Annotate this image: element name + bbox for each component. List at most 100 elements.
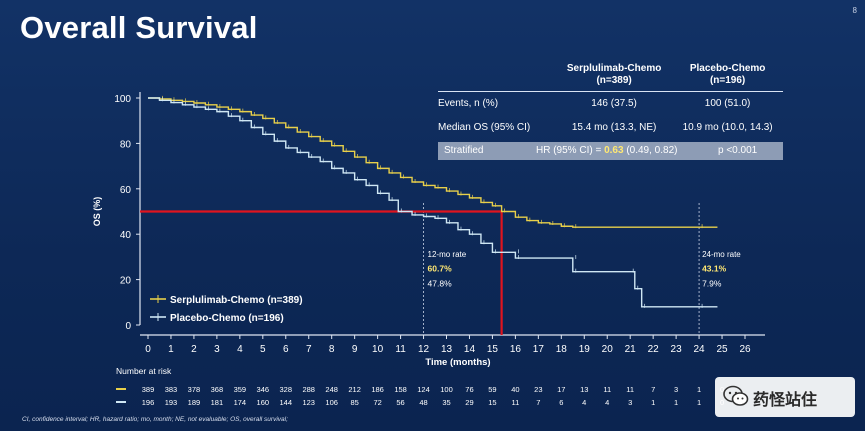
stats-table-container: Serplulimab-Chemo (n=389) Placebo-Chemo … [438, 63, 783, 160]
risk-count-placebo: 4 [605, 398, 609, 407]
x-tick-label: 4 [237, 344, 243, 355]
risk-count-placebo: 4 [582, 398, 586, 407]
risk-count-serplulimab: 59 [488, 385, 496, 394]
x-tick-label: 16 [510, 344, 522, 355]
risk-count-serplulimab: 328 [280, 385, 293, 394]
y-tick-label: 20 [120, 276, 132, 287]
survival-curves [148, 95, 718, 308]
risk-count-placebo: 174 [234, 398, 247, 407]
risk-count-serplulimab: 23 [534, 385, 542, 394]
table-row: Events, n (%) 146 (37.5) 100 (51.0) [438, 92, 783, 117]
risk-count-serplulimab: 383 [165, 385, 178, 394]
risk-count-placebo: 160 [257, 398, 270, 407]
risk-count-placebo: 106 [325, 398, 338, 407]
hr-prefix: HR (95% CI) = [536, 145, 605, 156]
p-value: p <0.001 [718, 145, 758, 156]
risk-count-placebo: 1 [697, 398, 701, 407]
x-tick-label: 20 [602, 344, 614, 355]
y-tick-label: 60 [120, 185, 132, 196]
risk-count-placebo: 193 [165, 398, 178, 407]
x-tick-label: 11 [395, 344, 406, 355]
page-number: 8 [852, 6, 857, 15]
hr-ci: (0.49, 0.82) [623, 145, 678, 156]
legend-label: Serplulimab-Chemo (n=389) [170, 295, 303, 306]
hr-value: 0.63 [604, 145, 624, 156]
risk-count-serplulimab: 288 [302, 385, 315, 394]
y-tick-label: 80 [120, 139, 132, 150]
risk-count-placebo: 11 [511, 398, 519, 407]
risk-count-placebo: 3 [628, 398, 632, 407]
x-tick-label: 1 [168, 344, 174, 355]
risk-count-serplulimab: 124 [417, 385, 430, 394]
risk-count-placebo: 144 [280, 398, 293, 407]
x-tick-label: 25 [716, 344, 728, 355]
row-label: Events, n (%) [438, 98, 499, 109]
x-tick-label: 9 [352, 344, 358, 355]
risk-count-placebo: 123 [302, 398, 315, 407]
reference-lines [140, 203, 700, 335]
table-row: Median OS (95% CI) 15.4 mo (13.3, NE) 10… [438, 116, 783, 140]
x-tick-label: 24 [694, 344, 706, 355]
stratified-hr-bar: Stratified HR (95% CI) = 0.63 (0.49, 0.8… [438, 142, 783, 160]
risk-count-serplulimab: 158 [394, 385, 407, 394]
x-tick-label: 23 [671, 344, 683, 355]
y-axis-label: OS (%) [92, 197, 102, 227]
x-tick-label: 17 [533, 344, 545, 355]
wechat-watermark: 药怪站住 [715, 377, 855, 417]
risk-count-placebo: 7 [536, 398, 540, 407]
risk-count-placebo: 6 [559, 398, 563, 407]
risk-count-placebo: 48 [419, 398, 427, 407]
risk-count-serplulimab: 13 [580, 385, 588, 394]
risk-count-placebo: 85 [350, 398, 358, 407]
watermark-text: 药怪站住 [753, 392, 818, 409]
risk-count-serplulimab: 248 [325, 385, 338, 394]
x-tick-label: 6 [283, 344, 289, 355]
risk-count-placebo: 181 [211, 398, 224, 407]
annotation-24mo-serplulimab: 43.1% [702, 264, 727, 274]
legend-label: Placebo-Chemo (n=196) [170, 313, 284, 324]
risk-count-serplulimab: 378 [188, 385, 201, 394]
x-tick-label: 14 [464, 344, 476, 355]
x-tick-label: 26 [739, 344, 751, 355]
cell-serplulimab: 146 (37.5) [591, 98, 637, 109]
risk-count-serplulimab: 11 [626, 385, 634, 394]
stratified-label: Stratified [444, 145, 484, 156]
annotation-12mo-placebo: 47.8% [428, 278, 453, 288]
risk-count-placebo: 29 [465, 398, 473, 407]
risk-count-serplulimab: 1 [697, 385, 701, 394]
x-tick-label: 21 [625, 344, 637, 355]
risk-count-serplulimab: 76 [465, 385, 473, 394]
x-tick-label: 8 [329, 344, 335, 355]
x-tick-label: 0 [145, 344, 151, 355]
chart-labels: 12-mo rate 60.7% 47.8% 24-mo rate 43.1% 7.9% [428, 250, 742, 289]
y-tick-label: 40 [120, 230, 132, 241]
risk-count-serplulimab: 17 [557, 385, 565, 394]
col-header-placebo: Placebo-Chemo (n=196) [672, 63, 783, 92]
stats-table: Serplulimab-Chemo (n=389) Placebo-Chemo … [438, 63, 783, 140]
y-tick-label: 100 [114, 94, 131, 105]
risk-count-serplulimab: 389 [142, 385, 155, 394]
x-tick-label: 13 [441, 344, 453, 355]
x-tick-label: 7 [306, 344, 312, 355]
risk-count-serplulimab: 359 [234, 385, 247, 394]
risk-count-serplulimab: 186 [371, 385, 384, 394]
risk-count-placebo: 15 [488, 398, 496, 407]
x-tick-label: 19 [579, 344, 591, 355]
risk-count-serplulimab: 11 [603, 385, 611, 394]
x-axis-label: Time (months) [425, 357, 490, 368]
risk-count-serplulimab: 3 [674, 385, 678, 394]
x-tick-label: 18 [556, 344, 568, 355]
annotation-24mo-placebo: 7.9% [702, 278, 722, 288]
risk-count-placebo: 196 [142, 398, 155, 407]
annotation-12mo-serplulimab: 60.7% [428, 264, 453, 274]
footnote: CI, confidence interval; HR, hazard rati… [22, 416, 288, 423]
row-label: Median OS (95% CI) [438, 122, 531, 133]
x-tick-label: 12 [418, 344, 430, 355]
risk-count-serplulimab: 346 [257, 385, 270, 394]
risk-count-serplulimab: 368 [211, 385, 224, 394]
risk-count-placebo: 189 [188, 398, 201, 407]
hazard-ratio: HR (95% CI) = 0.63 (0.49, 0.82) [536, 142, 677, 160]
